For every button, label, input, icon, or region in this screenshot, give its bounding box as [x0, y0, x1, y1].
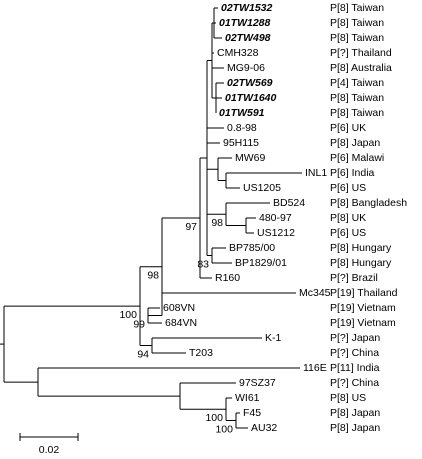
leaf-name: MW69: [235, 152, 265, 164]
leaf-name: BP1829/01: [235, 257, 287, 269]
leaf-name: 02TW498: [225, 32, 271, 44]
leaf-name: 480-97: [259, 212, 292, 224]
leaf-name: 01TW1288: [219, 17, 271, 29]
leaf-name: T203: [189, 347, 213, 359]
leaf-name: BP785/00: [229, 242, 275, 254]
leaf-name: 02TW1532: [221, 2, 273, 14]
leaf-genotype: P[?] China: [330, 347, 379, 359]
leaf-genotype: P[8] Bangladesh: [330, 197, 407, 209]
leaf-genotype: P[6] Malawi: [330, 152, 384, 164]
leaf-name: Mc345: [299, 287, 331, 299]
leaf-genotype: P[?] Brazil: [330, 272, 378, 284]
leaf-name: 608VN: [163, 302, 195, 314]
bootstrap-value: 94: [137, 348, 149, 360]
leaf-genotype: P[8] Taiwan: [330, 107, 384, 119]
leaf-genotype: P[8] Taiwan: [330, 2, 384, 14]
leaf-genotype: P[6] UK: [330, 122, 366, 134]
leaf-name: 02TW569: [227, 77, 273, 89]
leaf-name: INL1: [305, 167, 327, 179]
bootstrap-value: 100: [205, 412, 223, 424]
leaf-name: CMH328: [217, 47, 259, 59]
bootstrap-value: 98: [147, 270, 159, 282]
leaf-name: 0.8-98: [227, 122, 257, 134]
leaf-name: 95H115: [223, 137, 259, 149]
leaf-genotype: P[8] Japan: [330, 137, 380, 149]
leaf-genotype: P[8] US: [330, 392, 366, 404]
leaf-genotype: P[19] Thailand: [330, 287, 398, 299]
bootstrap-value: 97: [185, 221, 197, 233]
leaf-genotype: P[8] Hungary: [330, 257, 392, 269]
leaf-name: WI61: [235, 392, 260, 404]
bootstrap-value: 99: [133, 318, 145, 330]
leaf-genotype: P[?] Japan: [330, 332, 380, 344]
leaf-genotype: P[8] Hungary: [330, 242, 392, 254]
leaf-genotype: P[8] Taiwan: [330, 92, 384, 104]
leaf-genotype: P[19] Vietnam: [330, 317, 396, 329]
leaf-name: US1205: [243, 182, 281, 194]
leaf-genotype: P[6] India: [330, 167, 375, 179]
leaf-genotype: P[8] Japan: [330, 407, 380, 419]
leaf-genotype: P[4] Taiwan: [330, 77, 384, 89]
leaf-genotype: P[19] Vietnam: [330, 302, 396, 314]
bootstrap-value: 83: [197, 258, 209, 270]
leaf-genotype: P[?] China: [330, 377, 379, 389]
leaf-name: 01TW1640: [225, 92, 277, 104]
bootstrap-value: 100: [215, 423, 233, 435]
leaf-genotype: P[6] US: [330, 182, 366, 194]
leaf-genotype: P[8] Taiwan: [330, 17, 384, 29]
leaf-genotype: P[8] UK: [330, 212, 366, 224]
scale-label: 0.02: [39, 444, 60, 454]
leaf-name: F45: [243, 407, 261, 419]
leaf-name: K-1: [265, 332, 282, 344]
leaf-genotype: P[11] India: [330, 362, 380, 374]
leaf-genotype: P[8] Taiwan: [330, 32, 384, 44]
leaf-name: MG9-06: [227, 62, 265, 74]
leaf-genotype: P[6] US: [330, 227, 366, 239]
leaf-name: 116E: [303, 362, 327, 374]
bootstrap-value: 100: [119, 309, 137, 321]
leaf-name: 684VN: [165, 317, 197, 329]
leaf-genotype: P[8] Australia: [330, 62, 392, 74]
bootstrap-value: 98: [211, 217, 223, 229]
leaf-name: AU32: [251, 422, 277, 434]
leaf-genotype: P[8] Japan: [330, 422, 380, 434]
leaf-genotype: P[?] Thailand: [330, 47, 392, 59]
leaf-name: 01TW591: [219, 107, 265, 119]
leaf-name: R160: [215, 272, 240, 284]
leaf-name: 97SZ37: [239, 377, 276, 389]
leaf-name: US1212: [257, 227, 295, 239]
leaf-name: BD524: [273, 197, 305, 209]
